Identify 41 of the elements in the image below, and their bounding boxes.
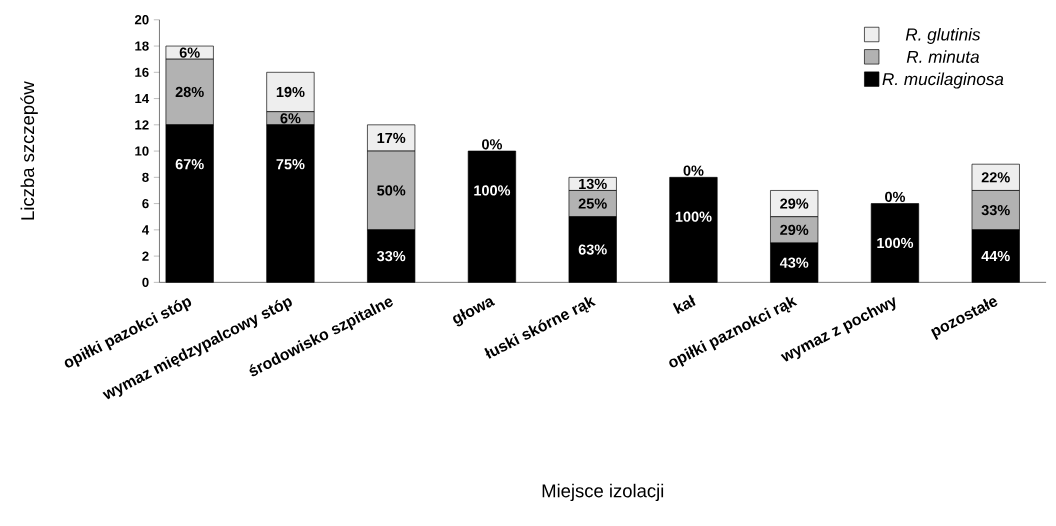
annotation: 0%: [482, 139, 503, 150]
annotation: 29%: [780, 198, 809, 209]
annotation: 17%: [377, 132, 406, 143]
annotation: 6%: [280, 112, 301, 124]
annotation: 100%: [675, 211, 712, 222]
y-tick-label: 2: [142, 251, 149, 261]
x-tick-label: kał: [672, 294, 696, 314]
annotation: 33%: [981, 204, 1010, 216]
annotation: 29%: [780, 224, 809, 235]
y-tick-label: 0: [142, 277, 149, 287]
annotation: 13%: [579, 178, 607, 189]
annotation: 28%: [175, 86, 204, 97]
legend-label: R. glutinis: [905, 27, 981, 44]
legend-label: R. minuta: [906, 50, 980, 63]
y-tick-label: 12: [135, 120, 149, 130]
annotation: 75%: [276, 158, 305, 170]
annotation: 33%: [376, 250, 406, 262]
y-axis-title: Liczba szczepów: [20, 81, 38, 220]
x-axis-title: Miejsce izolacji: [542, 483, 664, 501]
y-tick-label: 16: [135, 67, 149, 77]
y-tick-label: 8: [142, 172, 149, 182]
annotation: 25%: [578, 198, 607, 209]
y-tick-label: 18: [135, 41, 149, 51]
annotation: 50%: [377, 185, 406, 196]
annotation: 0%: [683, 165, 704, 176]
annotation: 67%: [175, 158, 204, 170]
annotation: 22%: [981, 172, 1010, 183]
legend-label: R. mucilaginosa: [882, 72, 1004, 89]
annotation: 44%: [981, 250, 1010, 261]
y-tick-label: 6: [142, 198, 149, 209]
y-tick-label: 14: [135, 93, 150, 103]
annotation: 19%: [276, 86, 305, 97]
annotation: 100%: [877, 237, 914, 248]
annotation: 6%: [179, 47, 200, 58]
annotation: 0%: [885, 191, 906, 202]
y-tick-label: 10: [135, 146, 149, 156]
annotation: 43%: [779, 257, 809, 268]
annotation: 63%: [578, 244, 607, 255]
annotation: 100%: [474, 185, 511, 196]
y-tick-label: 20: [134, 14, 149, 25]
y-tick-label: 4: [142, 225, 150, 235]
